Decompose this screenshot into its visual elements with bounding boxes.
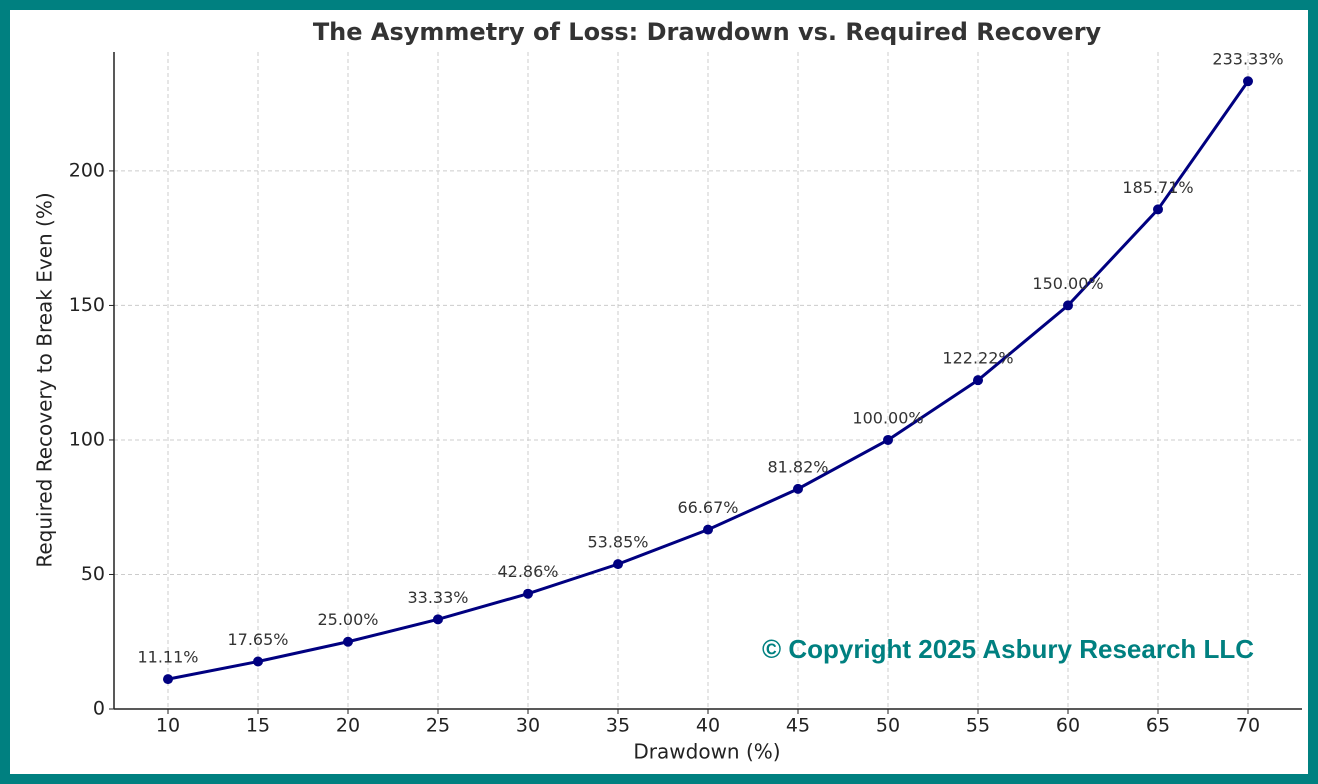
x-tick-label: 20 [336, 715, 360, 737]
chart-title: The Asymmetry of Loss: Drawdown vs. Requ… [313, 18, 1102, 46]
x-tick-label: 45 [786, 715, 810, 737]
x-tick-label: 30 [516, 715, 540, 737]
x-tick-label: 65 [1146, 715, 1170, 737]
point [613, 559, 623, 570]
y-tick-label: 150 [69, 294, 105, 316]
y-tick-label: 0 [93, 698, 105, 720]
plot: 11.11% 17.65% 25.00% 33.33% 42.86% 53.85% 66.6… [137, 50, 1284, 685]
x-tick-label: 10 [156, 715, 180, 737]
data-label: 150.00% [1032, 274, 1103, 293]
x-tick-label: 25 [426, 715, 450, 737]
data-label: 11.11% [137, 648, 198, 667]
point [253, 656, 263, 667]
data-label: 233.33% [1212, 50, 1283, 69]
point [883, 434, 893, 445]
point [343, 636, 353, 647]
data-label: 81.82% [767, 457, 828, 476]
x-tick-label: 70 [1236, 715, 1260, 737]
data-label: 66.67% [677, 498, 738, 517]
point [1063, 300, 1073, 311]
watermark: © Copyright 2025 Asbury Research LLC [762, 634, 1254, 664]
x-tick-label: 15 [246, 715, 270, 737]
point [793, 483, 803, 494]
y-tick-label: 200 [69, 159, 105, 181]
y-axis-label: Required Recovery to Break Even (%) [33, 192, 57, 567]
data-label: 17.65% [227, 630, 288, 649]
x-tick-label: 55 [966, 715, 990, 737]
point [523, 588, 533, 599]
y-tick-label: 100 [69, 428, 105, 450]
x-tick-label: 50 [876, 715, 900, 737]
point [433, 614, 443, 625]
point [1153, 204, 1163, 215]
x-tick-label: 60 [1056, 715, 1080, 737]
point [1243, 76, 1253, 87]
data-label: 25.00% [317, 610, 378, 629]
data-label: 100.00% [852, 408, 923, 427]
data-label: 33.33% [407, 588, 468, 607]
data-label: 185.71% [1122, 178, 1193, 197]
y-tick-label: 50 [81, 563, 105, 585]
x-tick-label: 35 [606, 715, 630, 737]
point [973, 375, 983, 386]
x-tick-label: 40 [696, 715, 720, 737]
point [703, 524, 713, 535]
data-label: 42.86% [497, 562, 558, 581]
point [163, 674, 173, 685]
data-label: 53.85% [587, 533, 648, 552]
data-label: 122.22% [942, 349, 1013, 368]
x-axis-label: Drawdown (%) [633, 740, 780, 764]
